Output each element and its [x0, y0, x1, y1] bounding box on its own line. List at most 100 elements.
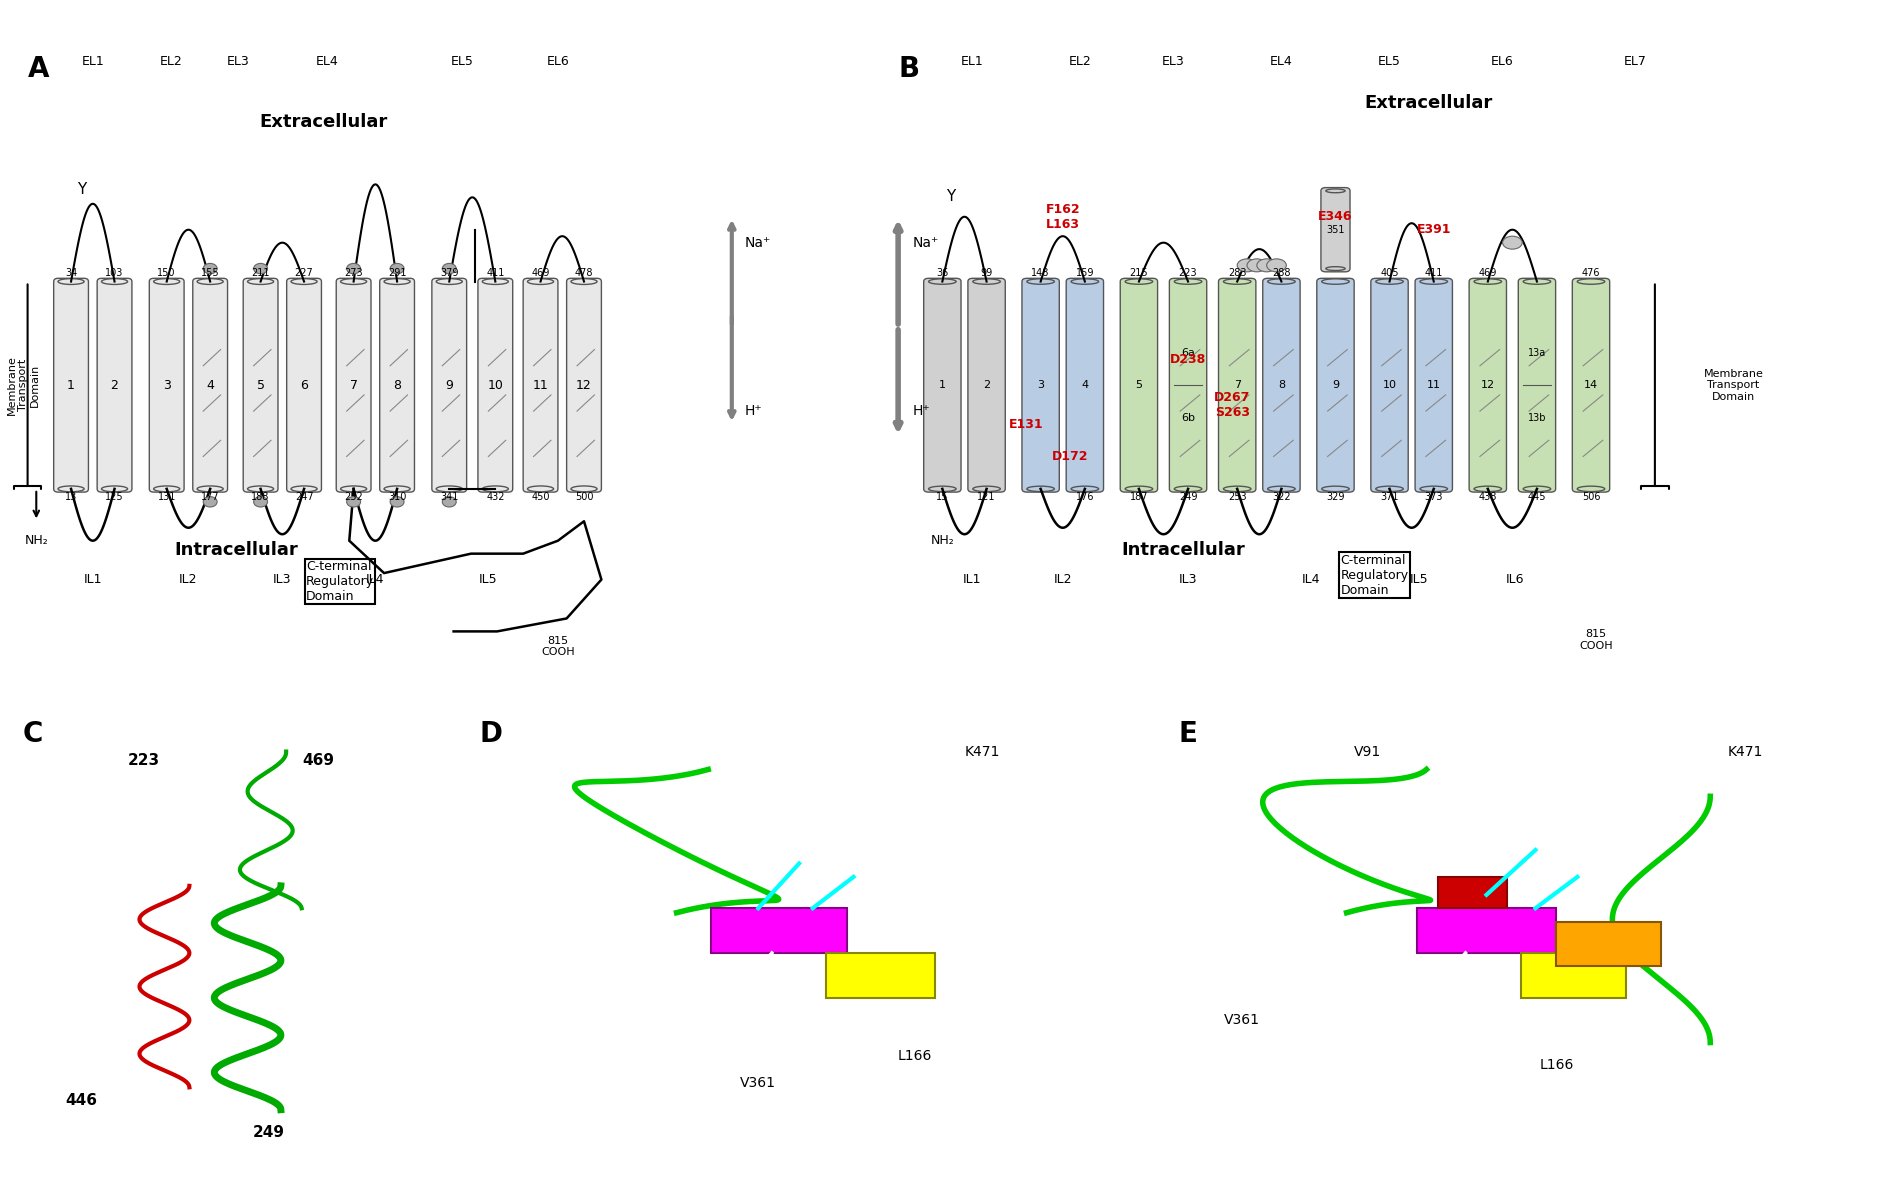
- Text: EL2: EL2: [1067, 55, 1090, 68]
- Ellipse shape: [436, 279, 463, 284]
- Text: H⁺: H⁺: [912, 404, 929, 418]
- Text: 159: 159: [1075, 269, 1094, 278]
- Text: 4: 4: [1081, 380, 1088, 390]
- FancyBboxPatch shape: [1517, 278, 1555, 492]
- Text: 371: 371: [1379, 492, 1398, 502]
- Text: IL2: IL2: [1054, 574, 1071, 587]
- Ellipse shape: [1268, 279, 1294, 284]
- Text: 223: 223: [128, 753, 159, 768]
- Text: Membrane
Transport
Domain: Membrane Transport Domain: [8, 356, 40, 415]
- Text: IL5: IL5: [1409, 574, 1428, 587]
- Ellipse shape: [436, 487, 463, 491]
- Ellipse shape: [383, 487, 410, 491]
- Ellipse shape: [291, 279, 317, 284]
- FancyBboxPatch shape: [1262, 278, 1300, 492]
- Text: L166: L166: [1538, 1058, 1574, 1072]
- Ellipse shape: [383, 279, 410, 284]
- Circle shape: [1266, 259, 1286, 272]
- Text: 273: 273: [344, 269, 363, 278]
- Circle shape: [204, 264, 217, 273]
- Text: K471: K471: [1727, 744, 1762, 759]
- Text: EL7: EL7: [1623, 55, 1645, 68]
- Ellipse shape: [196, 279, 223, 284]
- Text: EL5: EL5: [1377, 55, 1400, 68]
- Text: 121: 121: [977, 492, 996, 502]
- Text: 411: 411: [485, 269, 504, 278]
- Ellipse shape: [1326, 188, 1345, 193]
- Text: 11: 11: [1426, 380, 1439, 390]
- Ellipse shape: [196, 487, 223, 491]
- Ellipse shape: [247, 279, 274, 284]
- Text: IL6: IL6: [1506, 574, 1524, 587]
- Text: Extracellular: Extracellular: [259, 113, 387, 131]
- Circle shape: [253, 497, 268, 507]
- Ellipse shape: [1222, 487, 1251, 491]
- Text: 34: 34: [64, 269, 77, 278]
- Text: 6b: 6b: [1181, 412, 1194, 423]
- Text: 252: 252: [344, 492, 363, 502]
- Ellipse shape: [1320, 279, 1349, 284]
- Text: 36: 36: [935, 269, 948, 278]
- Text: 322: 322: [1271, 492, 1290, 502]
- Text: 469: 469: [1477, 269, 1496, 278]
- Text: D238: D238: [1169, 352, 1205, 366]
- Circle shape: [1247, 259, 1266, 272]
- Circle shape: [346, 264, 361, 273]
- Text: 5: 5: [1135, 380, 1141, 390]
- FancyBboxPatch shape: [924, 278, 960, 492]
- Ellipse shape: [102, 487, 128, 491]
- Text: 291: 291: [387, 269, 406, 278]
- Text: 2: 2: [111, 378, 119, 392]
- FancyBboxPatch shape: [380, 278, 414, 492]
- Polygon shape: [1557, 921, 1660, 966]
- Polygon shape: [825, 953, 935, 998]
- Text: 6a: 6a: [1181, 348, 1194, 358]
- FancyBboxPatch shape: [567, 278, 601, 492]
- Text: 469: 469: [302, 753, 334, 768]
- Polygon shape: [1417, 908, 1557, 953]
- Text: IL5: IL5: [478, 574, 497, 587]
- Text: Membrane
Transport
Domain: Membrane Transport Domain: [1702, 369, 1762, 402]
- FancyBboxPatch shape: [244, 278, 278, 492]
- Text: IL3: IL3: [1179, 574, 1196, 587]
- Text: Intracellular: Intracellular: [174, 541, 298, 558]
- Text: D267
S263: D267 S263: [1213, 391, 1251, 418]
- Text: 506: 506: [1581, 492, 1600, 502]
- Text: 310: 310: [387, 492, 406, 502]
- FancyBboxPatch shape: [1169, 278, 1205, 492]
- Text: 155: 155: [200, 269, 219, 278]
- Text: 99: 99: [980, 269, 992, 278]
- Text: H⁺: H⁺: [744, 404, 761, 418]
- Ellipse shape: [1523, 487, 1549, 491]
- Text: 223: 223: [1179, 269, 1198, 278]
- Ellipse shape: [570, 487, 597, 491]
- Text: E131: E131: [1009, 417, 1043, 431]
- Text: 5: 5: [257, 378, 264, 392]
- Text: IL2: IL2: [179, 574, 198, 587]
- Text: EL4: EL4: [315, 55, 338, 68]
- Circle shape: [204, 497, 217, 507]
- Ellipse shape: [482, 279, 508, 284]
- Ellipse shape: [570, 279, 597, 284]
- Text: 4: 4: [206, 378, 213, 392]
- Text: 131: 131: [157, 492, 176, 502]
- FancyBboxPatch shape: [1022, 278, 1058, 492]
- Ellipse shape: [340, 487, 366, 491]
- Ellipse shape: [59, 487, 83, 491]
- Text: C-terminal
Regulatory
Domain: C-terminal Regulatory Domain: [306, 561, 374, 603]
- Text: 446: 446: [66, 1093, 96, 1108]
- Circle shape: [346, 497, 361, 507]
- Text: 187: 187: [1130, 492, 1147, 502]
- Ellipse shape: [340, 279, 366, 284]
- Text: IL4: IL4: [366, 574, 383, 587]
- Text: V91: V91: [1353, 744, 1381, 759]
- Text: 188: 188: [251, 492, 270, 502]
- Text: 815
COOH: 815 COOH: [1579, 629, 1611, 650]
- FancyBboxPatch shape: [1468, 278, 1506, 492]
- Circle shape: [1256, 259, 1275, 272]
- Ellipse shape: [1222, 279, 1251, 284]
- Text: EL6: EL6: [1490, 55, 1513, 68]
- Text: C-terminal
Regulatory
Domain: C-terminal Regulatory Domain: [1339, 554, 1407, 597]
- Text: V361: V361: [1222, 1013, 1260, 1027]
- Text: IL3: IL3: [272, 574, 291, 587]
